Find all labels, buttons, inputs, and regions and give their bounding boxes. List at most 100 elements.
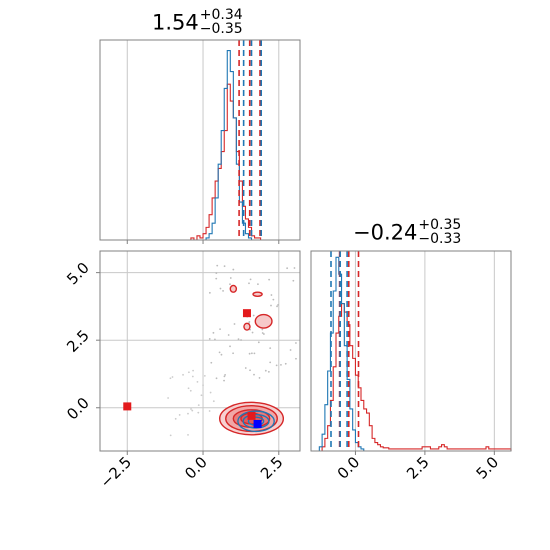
top-title-value: 1.54 bbox=[152, 10, 199, 35]
right-hist-series-0 bbox=[311, 303, 512, 452]
right-title-minus: −0.33 bbox=[418, 231, 462, 247]
scatter-sample-point bbox=[215, 377, 218, 380]
blue-contour-level bbox=[242, 413, 270, 429]
scatter-sample-point bbox=[232, 352, 234, 355]
scatter-contour-panel: −2.5 0.0 2.50.02.55.0 bbox=[63, 250, 301, 492]
scatter-sample-point bbox=[169, 434, 172, 437]
red-contour-island bbox=[243, 322, 251, 331]
red-contour-island bbox=[254, 313, 273, 329]
scatter-x-tick-label: 0.0 bbox=[181, 453, 211, 483]
scatter-sample-point bbox=[174, 417, 177, 420]
scatter-sample-point bbox=[171, 376, 174, 378]
scatter-sample-point bbox=[208, 410, 211, 412]
scatter-sample-point bbox=[215, 277, 218, 280]
right-panel-frame bbox=[310, 250, 512, 452]
scatter-sample-point bbox=[223, 379, 225, 382]
scatter-sample-point bbox=[295, 357, 297, 360]
scatter-x-tick-label: −2.5 bbox=[97, 453, 135, 491]
scatter-sample-point bbox=[212, 400, 215, 403]
scatter-sample-point bbox=[202, 384, 204, 387]
scatter-sample-point bbox=[209, 391, 212, 394]
scatter-sample-point bbox=[191, 409, 194, 412]
scatter-sample-point bbox=[267, 370, 270, 373]
scatter-sample-point bbox=[208, 338, 211, 340]
scatter-sample-point bbox=[248, 282, 250, 285]
scatter-sample-point bbox=[189, 389, 192, 392]
scatter-sample-point bbox=[276, 305, 278, 308]
scatter-sample-point bbox=[187, 387, 190, 390]
blue-contour-level bbox=[237, 410, 275, 433]
scatter-sample-point bbox=[229, 277, 232, 279]
scatter-sample-point bbox=[244, 367, 247, 369]
scatter-sample-point bbox=[269, 361, 272, 364]
scatter-sample-point bbox=[227, 334, 230, 336]
scatter-sample-point bbox=[295, 342, 297, 344]
marker-square bbox=[123, 402, 132, 411]
scatter-sample-point bbox=[261, 332, 264, 334]
scatter-sample-point bbox=[215, 272, 218, 274]
scatter-sample-point bbox=[275, 364, 278, 367]
right-panel-title: −0.24 +0.35 −0.33 bbox=[353, 217, 462, 248]
scatter-sample-point bbox=[269, 347, 272, 349]
right-title-plus: +0.35 bbox=[418, 217, 462, 233]
scatter-sample-point bbox=[169, 377, 172, 380]
scatter-sample-point bbox=[253, 352, 256, 355]
scatter-sample-point bbox=[272, 298, 275, 301]
right-x-tick-label: 2.5 bbox=[403, 453, 433, 483]
scatter-sample-point bbox=[292, 279, 295, 282]
scatter-sample-point bbox=[237, 338, 240, 341]
scatter-sample-point bbox=[250, 352, 253, 355]
scatter-sample-point bbox=[197, 404, 200, 407]
scatter-sample-point bbox=[270, 294, 273, 296]
scatter-sample-point bbox=[248, 352, 251, 355]
red-contour-island bbox=[252, 291, 263, 297]
scatter-sample-point bbox=[280, 363, 282, 366]
scatter-sample-point bbox=[223, 375, 226, 378]
scatter-sample-point bbox=[232, 268, 235, 271]
red-contour-island bbox=[229, 284, 238, 293]
right-hist-series-1 bbox=[311, 256, 511, 452]
scatter-sample-point bbox=[268, 278, 271, 281]
scatter-sample-point bbox=[200, 394, 203, 397]
scatter-sample-point bbox=[258, 377, 261, 379]
top-title-minus: −0.35 bbox=[199, 21, 243, 37]
scatter-sample-point bbox=[216, 264, 219, 267]
scatter-sample-point bbox=[214, 338, 216, 341]
scatter-sample-point bbox=[178, 414, 181, 416]
scatter-sample-point bbox=[167, 397, 169, 399]
scatter-sample-point bbox=[251, 331, 254, 334]
scatter-sample-point bbox=[222, 290, 224, 292]
scatter-x-tick-label: 2.5 bbox=[257, 453, 287, 483]
scatter-sample-point bbox=[252, 314, 255, 317]
marker-square bbox=[242, 309, 251, 318]
scatter-sample-point bbox=[190, 408, 192, 410]
scatter-sample-point bbox=[182, 373, 184, 376]
right-title-value: −0.24 bbox=[353, 220, 418, 245]
scatter-sample-point bbox=[223, 265, 226, 268]
scatter-sample-point bbox=[208, 291, 211, 294]
scatter-sample-point bbox=[270, 304, 272, 307]
scatter-panel-frame bbox=[99, 250, 301, 452]
scatter-sample-point bbox=[233, 323, 236, 325]
right-histogram-panel: 0.0 2.5 5.0 bbox=[310, 250, 512, 483]
scatter-sample-point bbox=[286, 267, 289, 270]
scatter-inner bbox=[123, 264, 297, 437]
scatter-y-tick-label: 0.0 bbox=[63, 394, 93, 424]
scatter-sample-point bbox=[240, 339, 242, 341]
top-hist-series-0 bbox=[184, 83, 262, 241]
scatter-sample-point bbox=[284, 362, 287, 365]
scatter-sample-point bbox=[249, 278, 252, 281]
top-panel-frame bbox=[99, 39, 301, 241]
top-histogram-panel bbox=[99, 39, 301, 244]
scatter-sample-point bbox=[187, 412, 189, 415]
scatter-sample-point bbox=[289, 349, 292, 351]
scatter-sample-point bbox=[224, 374, 227, 376]
top-title-plus: +0.34 bbox=[199, 7, 243, 23]
scatter-sample-point bbox=[187, 371, 190, 374]
scatter-sample-point bbox=[277, 303, 279, 306]
scatter-sample-point bbox=[257, 283, 259, 286]
scatter-sample-point bbox=[210, 361, 213, 364]
scatter-sample-point bbox=[264, 369, 267, 372]
scatter-sample-point bbox=[219, 328, 221, 331]
scatter-sample-point bbox=[261, 328, 264, 331]
